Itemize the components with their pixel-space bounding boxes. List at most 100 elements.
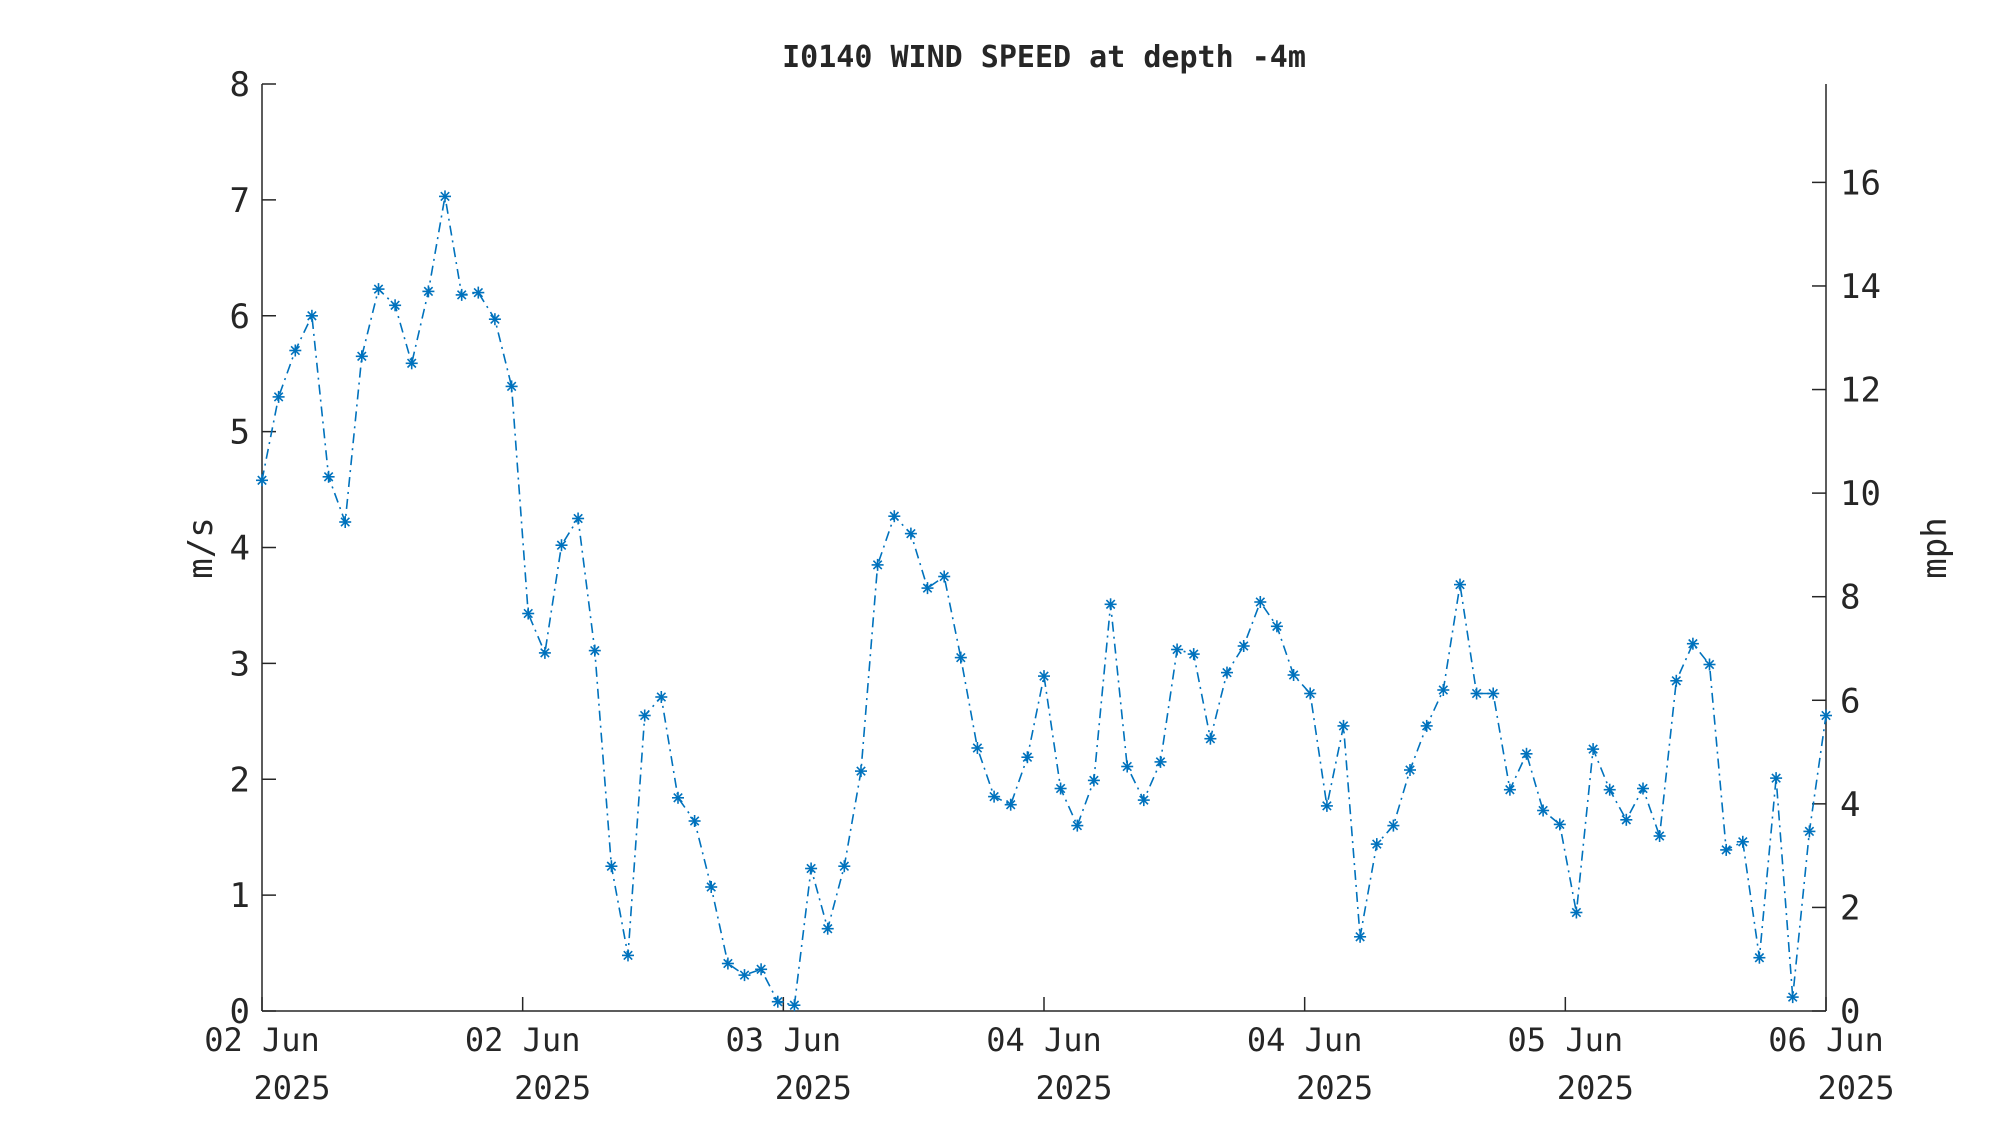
- x-tick-label-year: 2025: [1035, 1069, 1112, 1107]
- data-point-marker: [1370, 838, 1383, 851]
- data-point-marker: [1803, 825, 1816, 838]
- x-tick-label-year: 2025: [1817, 1069, 1894, 1107]
- data-point-marker: [1354, 930, 1367, 943]
- right-y-tick-label: 16: [1840, 163, 1881, 203]
- data-point-marker: [1404, 764, 1416, 776]
- data-point-marker: [771, 995, 784, 1008]
- x-tick-label-date: 06 Jun: [1768, 1021, 1884, 1059]
- right-y-tick-label: 8: [1840, 578, 1860, 618]
- left-y-tick-label: 6: [230, 297, 250, 337]
- data-point-marker: [688, 815, 701, 827]
- left-y-tick-label: 1: [230, 876, 250, 916]
- data-point-marker: [1520, 747, 1533, 760]
- right-y-tick-label: 14: [1840, 267, 1881, 307]
- x-tick-label-year: 2025: [775, 1069, 852, 1107]
- data-point-marker: [938, 570, 951, 583]
- left-y-ticks: 0 1 2 3 4 5 6 7 8: [230, 65, 276, 1032]
- x-tick-label-date: 02 Jun: [204, 1021, 320, 1059]
- x-tick-label-year: 2025: [253, 1069, 330, 1107]
- data-point-marker: [672, 791, 684, 804]
- left-y-tick-label: 8: [230, 65, 250, 105]
- data-point-marker: [605, 860, 618, 873]
- data-point-marker: [1437, 684, 1450, 696]
- data-point-marker: [1387, 819, 1400, 832]
- right-y-tick-label: 4: [1840, 785, 1860, 825]
- data-point-marker: [1071, 819, 1084, 832]
- x-tick-label-date: 05 Jun: [1508, 1021, 1624, 1059]
- data-point-marker: [555, 539, 568, 552]
- data-point-marker: [1187, 648, 1200, 661]
- x-tick-label-date: 02 Jun: [465, 1021, 581, 1059]
- data-point-marker: [1587, 743, 1600, 756]
- data-point-marker: [1786, 991, 1799, 1004]
- data-point-marker: [405, 357, 418, 370]
- data-point-marker: [1154, 755, 1167, 768]
- data-point-marker: [1454, 578, 1466, 591]
- data-point-marker: [755, 963, 768, 976]
- data-point-marker: [289, 344, 302, 357]
- data-point-marker: [1770, 772, 1783, 785]
- data-point-marker: [455, 288, 468, 301]
- data-point-marker: [322, 470, 335, 483]
- data-point-marker: [1221, 666, 1233, 679]
- data-point-marker: [838, 860, 851, 873]
- data-point-marker: [1038, 670, 1050, 683]
- x-tick-label-date: 04 Jun: [1247, 1021, 1363, 1059]
- wind-speed-series: [256, 190, 1832, 1012]
- data-point-marker: [904, 527, 917, 540]
- data-point-marker: [1021, 751, 1034, 764]
- data-point-marker: [1004, 798, 1017, 811]
- data-point-marker: [272, 390, 285, 403]
- data-point-marker: [655, 691, 668, 703]
- right-y-axis-label: mph: [1915, 517, 1955, 578]
- data-point-marker: [1470, 687, 1483, 700]
- data-point-marker: [488, 313, 501, 326]
- right-y-tick-label: 2: [1840, 888, 1860, 928]
- data-point-marker: [1487, 687, 1500, 700]
- left-y-tick-label: 0: [230, 992, 250, 1032]
- data-point-marker: [638, 709, 651, 722]
- data-point-marker: [871, 558, 884, 571]
- data-point-marker: [1420, 719, 1433, 732]
- left-y-axis-label: m/s: [181, 517, 221, 578]
- data-point-marker: [572, 512, 585, 525]
- data-point-marker: [721, 957, 734, 970]
- left-y-tick-label: 2: [230, 760, 250, 800]
- data-point-marker: [921, 582, 934, 595]
- data-point-marker: [888, 510, 901, 523]
- data-point-marker: [1753, 951, 1766, 964]
- plot-axes: [261, 84, 1827, 1012]
- data-point-marker: [788, 999, 801, 1012]
- data-point-marker: [1720, 843, 1733, 856]
- data-point-marker: [472, 286, 485, 299]
- data-point-marker: [1337, 719, 1350, 732]
- x-tick-label-year: 2025: [1296, 1069, 1373, 1107]
- data-point-marker: [422, 285, 435, 298]
- data-point-marker: [1137, 794, 1150, 807]
- data-point-marker: [855, 765, 867, 778]
- data-point-marker: [439, 190, 451, 203]
- right-y-tick-label: 6: [1840, 681, 1860, 721]
- data-point-marker: [505, 380, 518, 393]
- left-y-tick-label: 5: [230, 413, 250, 453]
- data-point-marker: [1686, 637, 1699, 650]
- left-y-tick-label: 4: [230, 529, 250, 569]
- left-y-tick-label: 3: [230, 644, 250, 684]
- data-point-marker: [355, 350, 368, 363]
- left-y-tick-label: 7: [230, 181, 250, 221]
- data-point-marker: [1304, 687, 1317, 700]
- data-point-marker: [1736, 835, 1749, 848]
- data-point-marker: [1171, 643, 1184, 656]
- data-point-marker: [1087, 774, 1100, 787]
- data-point-marker: [1653, 830, 1666, 842]
- x-tick-label-year: 2025: [514, 1069, 591, 1107]
- data-point-marker: [1320, 799, 1333, 812]
- data-point-marker: [805, 862, 818, 875]
- data-point-marker: [1553, 818, 1566, 831]
- data-point-marker: [1603, 783, 1616, 796]
- data-point-marker: [705, 881, 718, 893]
- chart-title: I0140 WIND SPEED at depth -4m: [782, 40, 1306, 75]
- data-point-marker: [1620, 813, 1633, 826]
- series-line: [261, 196, 1827, 1007]
- data-point-marker: [971, 742, 984, 754]
